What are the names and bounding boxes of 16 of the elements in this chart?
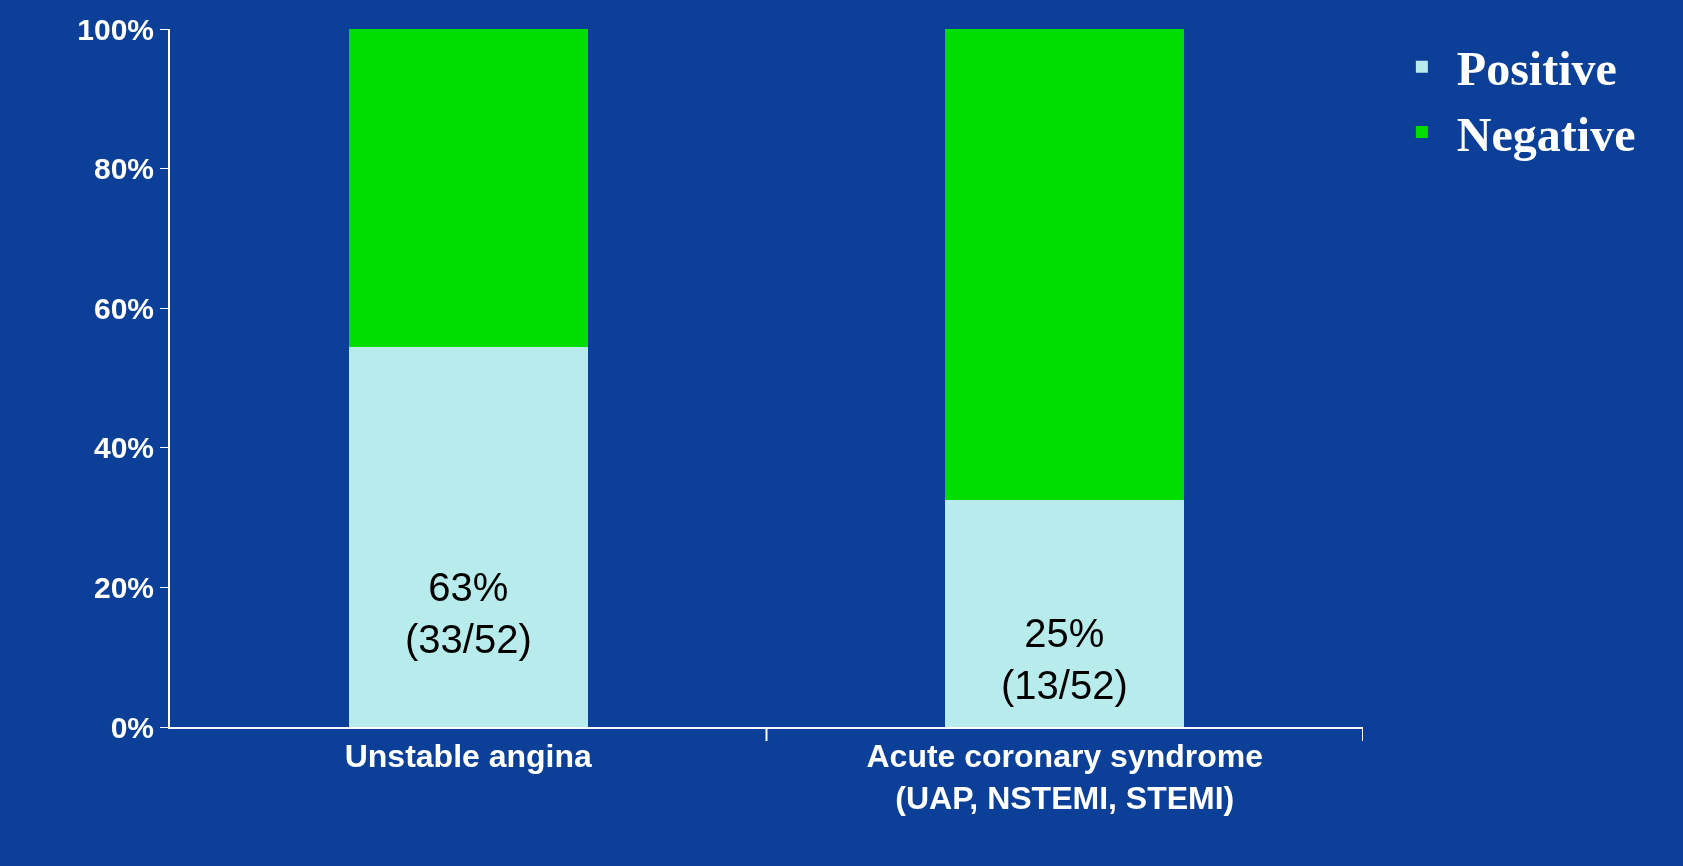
- y-tick-label: 60%: [93, 291, 154, 325]
- x-tick-label: Acute coronary syndrome (UAP, NSTEMI, STEMI): [866, 738, 1264, 816]
- y-tick-label: 20%: [93, 570, 154, 604]
- annotation: 25% (13/52): [1001, 611, 1128, 707]
- bar: [348, 29, 588, 347]
- x-tick-label: Unstable angina: [344, 738, 593, 775]
- bar: [945, 500, 1185, 727]
- y-tick-label: 40%: [93, 431, 154, 465]
- y-tick-label: 0%: [110, 710, 154, 744]
- bar: [348, 346, 588, 727]
- bar: [945, 29, 1185, 501]
- legend-label: Negative: [1456, 107, 1636, 161]
- y-tick-label: 100%: [77, 12, 154, 46]
- legend-label: Positive: [1456, 42, 1617, 96]
- y-tick-label: 80%: [93, 152, 154, 186]
- annotation: 63% (33/52): [405, 565, 532, 661]
